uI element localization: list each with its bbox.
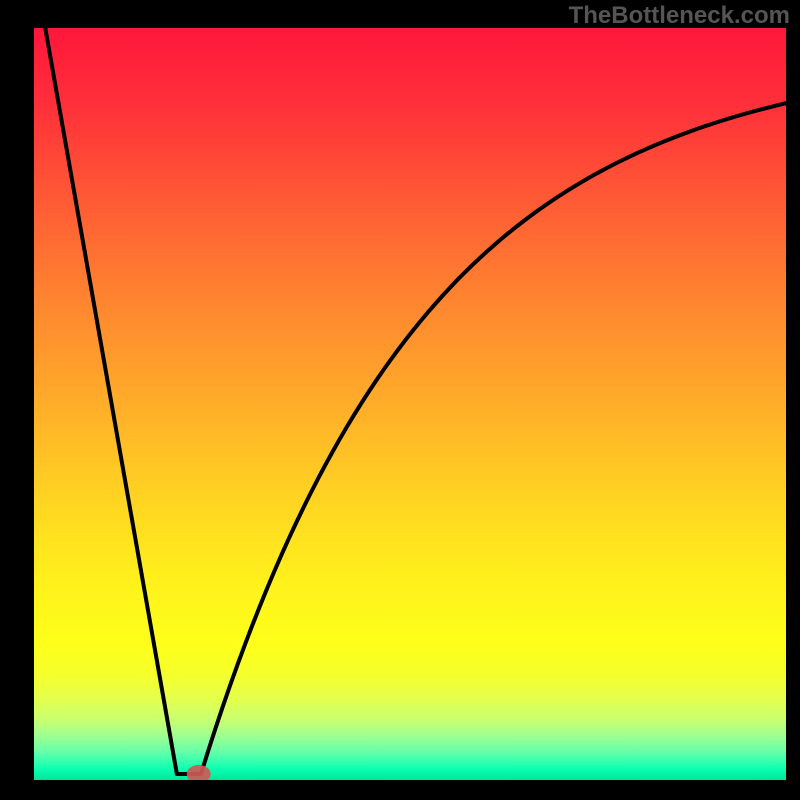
current-config-marker [187, 765, 211, 780]
plot-area [34, 28, 786, 780]
bottleneck-curve [34, 28, 786, 780]
watermark-text: TheBottleneck.com [569, 2, 790, 30]
bottleneck-curve-path [45, 28, 786, 774]
